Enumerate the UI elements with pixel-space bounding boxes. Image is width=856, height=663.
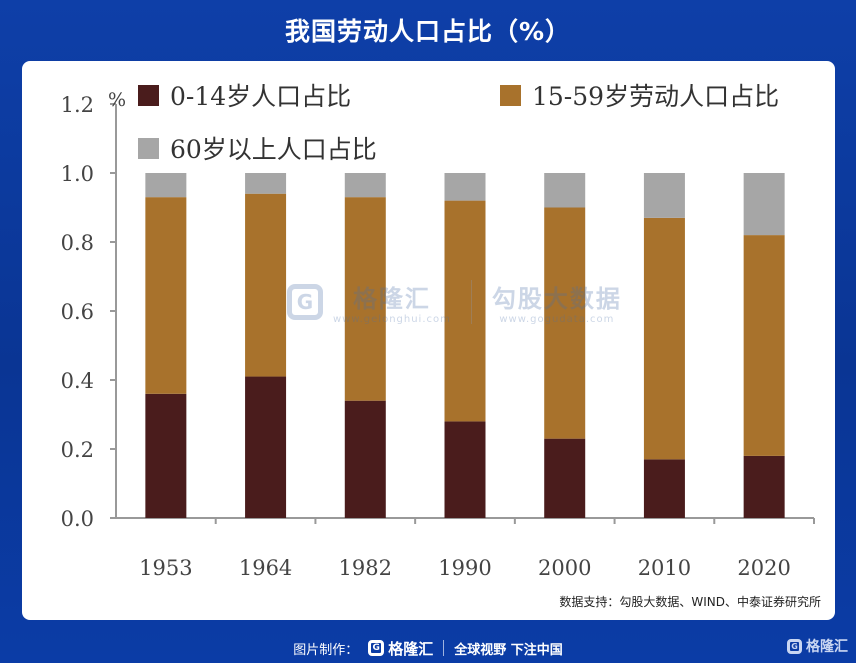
y-tick-label: 1.2 [61,93,94,117]
page-title: 我国劳动人口占比（%） [284,17,572,46]
y-tick-label: 0.6 [61,300,94,324]
y-tick-label: 0.4 [61,369,94,393]
x-tick-label: 2020 [737,556,790,580]
legend-swatch [138,85,159,106]
legend-label: 60岁以上人口占比 [170,135,377,164]
x-tick-label: 1982 [339,556,392,580]
footer-divider [443,640,445,656]
footer-made-by: 图片制作： [293,642,359,658]
bar-segment-0 [145,393,187,518]
bar-segment-1 [344,197,386,401]
bar-segment-0 [444,421,486,518]
bar-segment-2 [544,173,586,208]
footer-logo-icon: G [368,640,385,656]
watermark: G 格隆汇 www.gelonghui.com 勾股大数据 www.goguda… [287,279,622,325]
x-tick-label: 1964 [239,556,292,580]
bar-segment-2 [444,173,486,201]
bar-segment-1 [544,207,586,439]
x-tick-label: 1953 [139,556,192,580]
corner-brand: 格隆汇 [806,639,848,655]
watermark-partner: 勾股大数据 [491,285,622,313]
bar-segment-1 [145,197,187,394]
legend-swatch [138,138,159,159]
footer-slogan: 全球视野 下注中国 [454,642,563,658]
bar-segment-1 [444,200,486,422]
bar-segment-2 [743,173,785,236]
y-tick-label: 0.0 [61,507,94,531]
y-unit-label: % [108,89,126,111]
bar-segment-0 [544,438,586,518]
bar-segment-2 [643,173,685,218]
legend-swatch [500,85,521,106]
bar-segment-2 [145,173,187,198]
y-tick-label: 0.8 [61,231,94,255]
y-tick-label: 0.2 [61,438,94,462]
stacked-bar-chart: 0.0 0.2 0.4 0.6 0.8 1.0 1.2 % 1953 1964 1982 1990 20… [61,82,815,580]
footer: 图片制作： G 格隆汇 全球视野 下注中国 [0,633,856,663]
legend-label: 15-59岁劳动人口占比 [532,82,779,111]
legend-label: 0-14岁人口占比 [170,82,351,111]
corner-logo-icon: G [787,638,802,654]
watermark-brand-url: www.gelonghui.com [333,314,451,325]
chart-card: 0.0 0.2 0.4 0.6 0.8 1.0 1.2% 1953 1964 1982 1990 20… [22,61,835,620]
x-tick-label: 2000 [538,556,591,580]
bar-segment-0 [643,459,685,518]
bar-segment-0 [344,400,386,518]
bar-segment-0 [743,455,785,518]
x-tick-label: 2010 [638,556,691,580]
y-tick-label: 1.0 [61,162,94,186]
watermark-brand: 格隆汇 [352,285,431,313]
watermark-partner-url: www.gogudata.com [499,314,615,325]
bar-segment-2 [344,173,386,198]
bar-segment-0 [245,376,287,518]
footer-brand: 格隆汇 [388,639,434,658]
source-note: 数据支持：勾股大数据、WIND、中泰证券研究所 [559,595,821,609]
x-tick-label: 1990 [438,556,491,580]
bar-segment-2 [245,173,287,194]
bar-segment-1 [245,193,287,377]
footer-logo: G 格隆汇 [368,638,433,659]
corner-logo: G 格隆汇 [787,636,848,656]
bar-segment-1 [743,235,785,456]
watermark-logo-icon: G [287,284,323,320]
bar-segment-1 [643,217,685,460]
